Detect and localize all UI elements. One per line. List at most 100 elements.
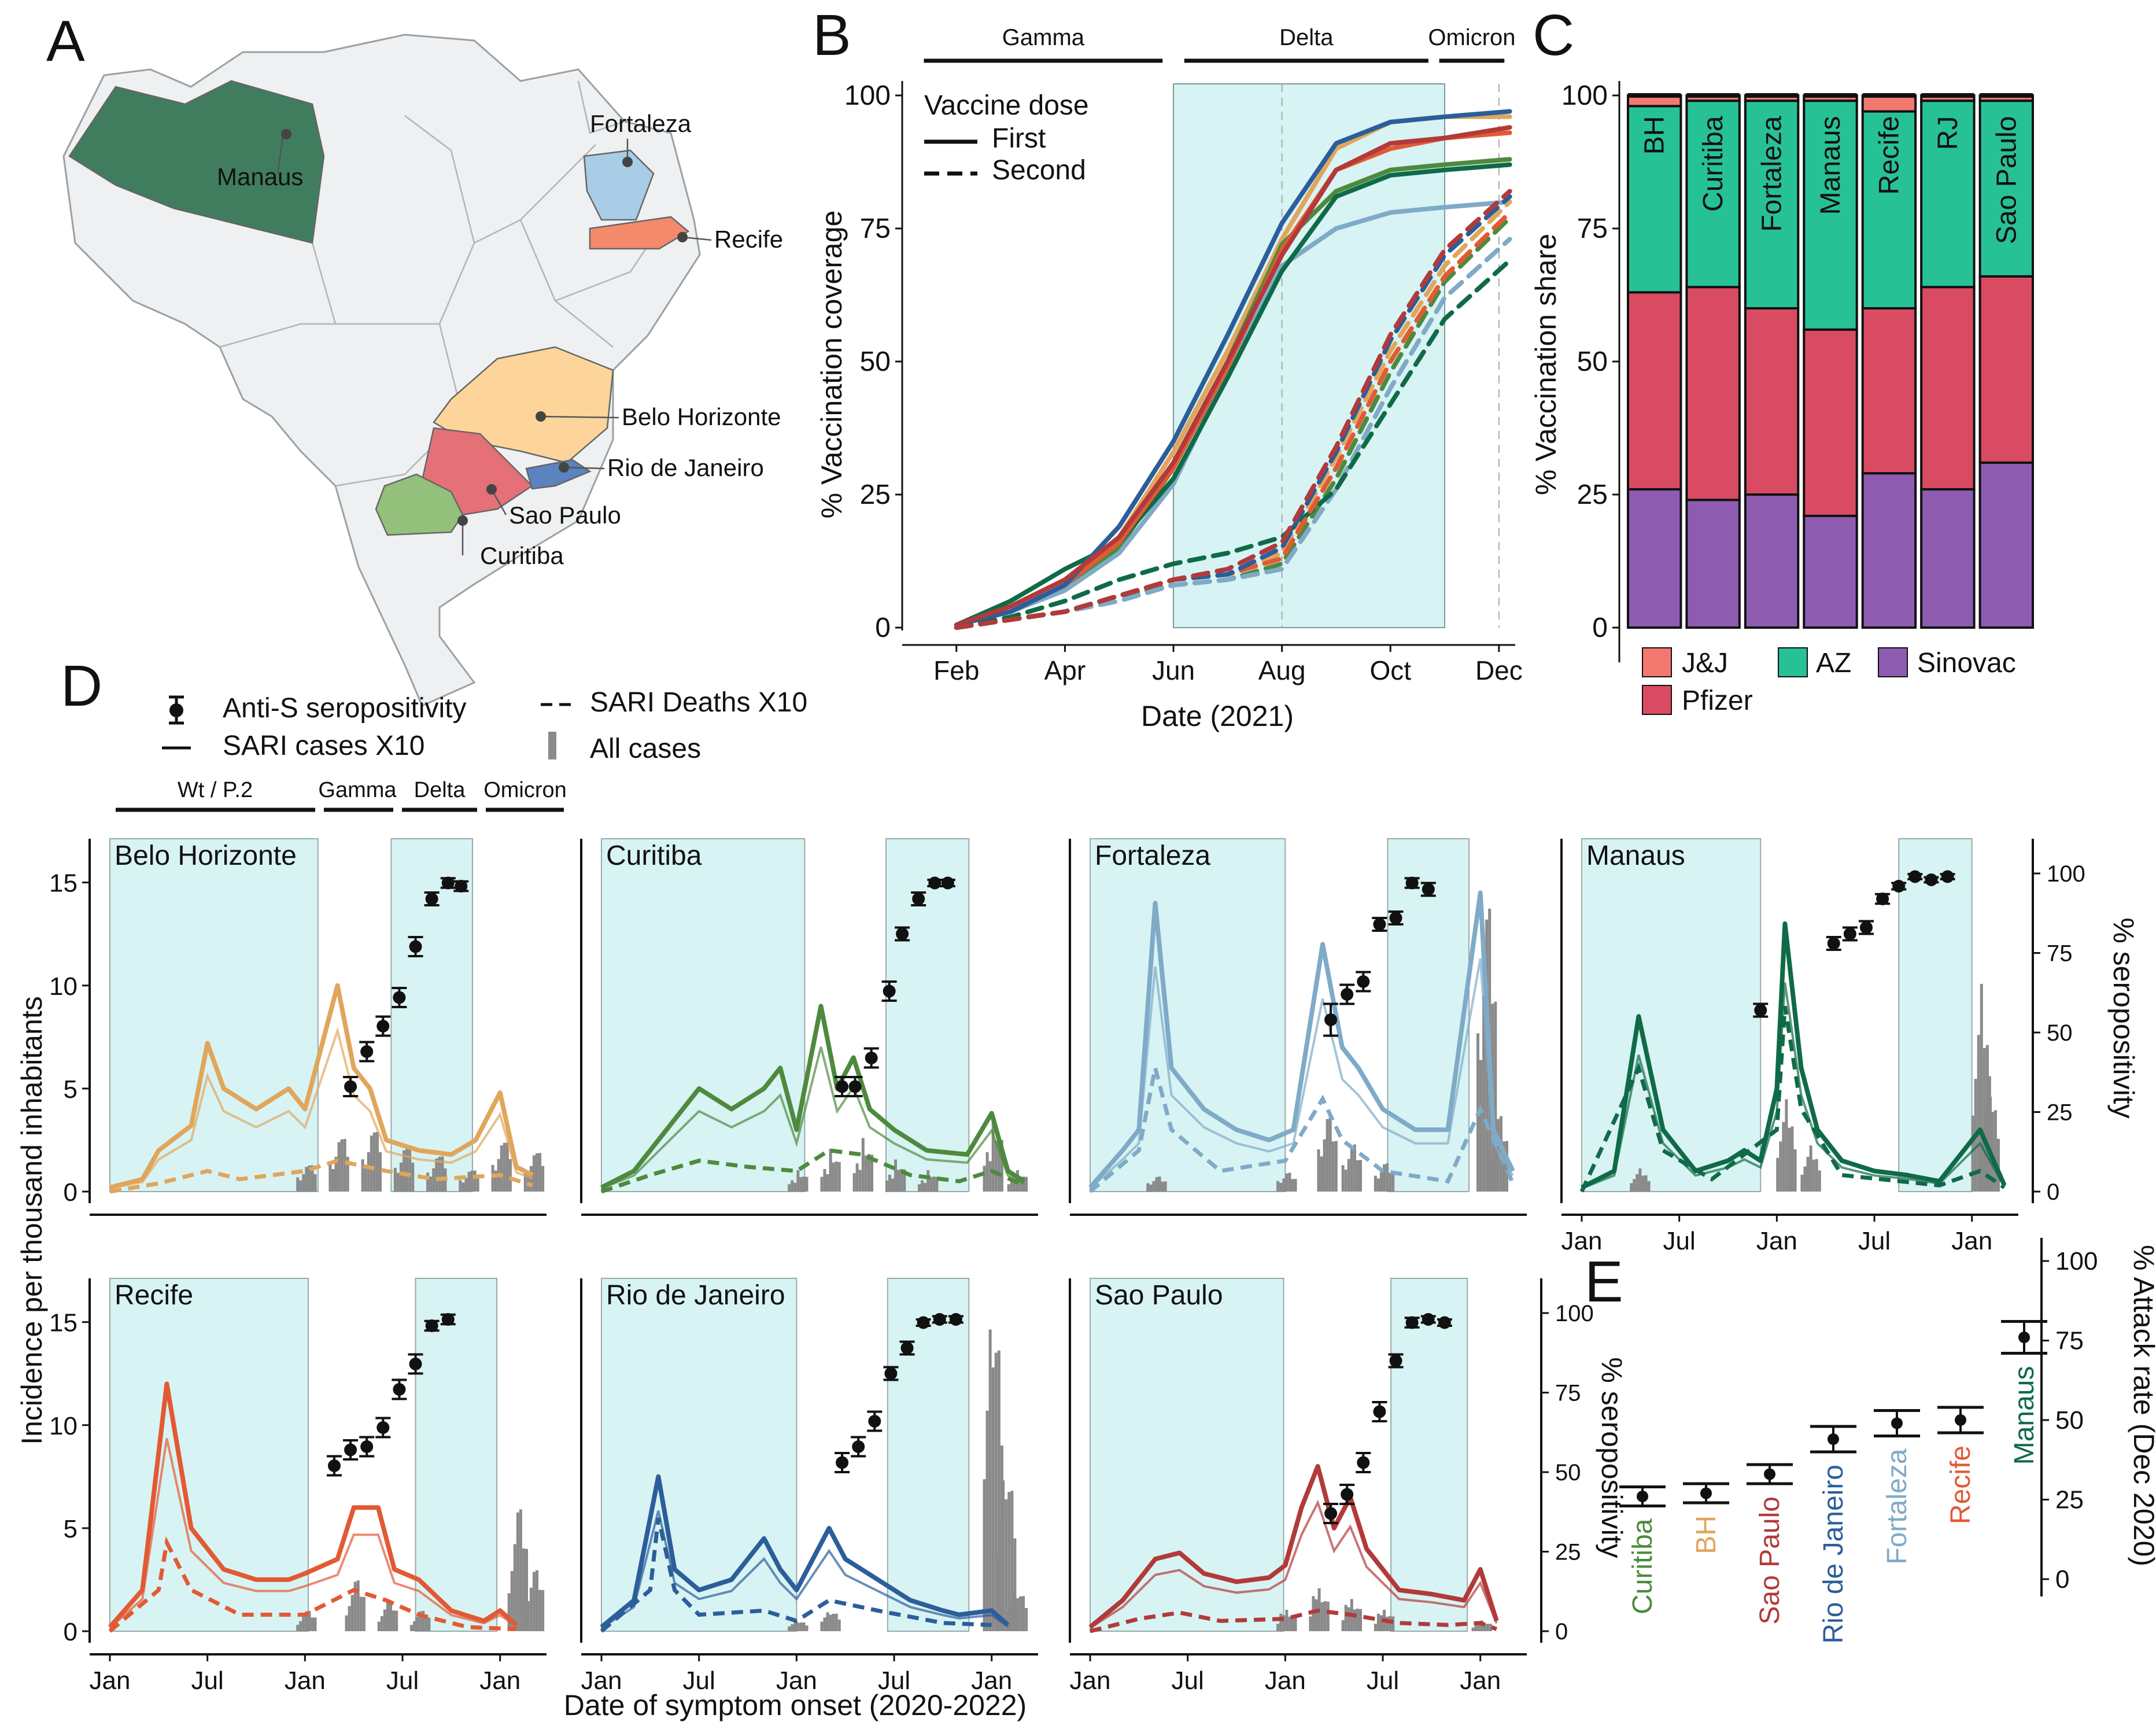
d-case-bar [1158, 1176, 1161, 1192]
d-x-tick-label: Jul [683, 1666, 715, 1695]
d-case-bar [308, 1610, 311, 1631]
d-case-bar [305, 1611, 308, 1631]
d-sero-point [1754, 1004, 1767, 1017]
d-x-tick-label: Jan [1561, 1227, 1603, 1255]
state-borders [219, 80, 666, 487]
d-case-bar [523, 1170, 527, 1192]
d-case-bar [308, 1165, 311, 1192]
d-sero-point [852, 1440, 865, 1453]
d-case-bar [422, 1610, 425, 1631]
d-case-bar [1633, 1179, 1636, 1192]
b-y-tick-label: 100 [844, 80, 891, 111]
d-case-bar [1279, 1182, 1283, 1192]
d-case-bar [1376, 1178, 1380, 1192]
d-case-bar [1991, 1112, 1994, 1192]
d-sero-point [1405, 1316, 1419, 1329]
d-y-tick-label: 0 [64, 1618, 77, 1646]
d-case-bar [903, 1169, 906, 1192]
legend-pfizer: Pfizer [1682, 685, 1753, 716]
d-case-bar [503, 1142, 506, 1192]
e-point [1828, 1433, 1839, 1445]
d-case-bar [921, 1180, 924, 1192]
d-case-bar [802, 1622, 806, 1631]
d-case-bar [473, 1170, 477, 1192]
d-case-bar [346, 1156, 349, 1192]
d-case-bar [529, 1587, 533, 1631]
d-case-bar [897, 1170, 900, 1192]
d-sero-point [912, 893, 925, 905]
d-case-bar [1358, 1609, 1362, 1631]
d-case-bar [1294, 1179, 1297, 1192]
d-case-bar [788, 1184, 791, 1192]
d-case-bar [1356, 1609, 1359, 1631]
d-y-tick-label: 5 [64, 1515, 77, 1543]
d-case-bar [464, 1177, 468, 1192]
d-case-bar [313, 1617, 317, 1631]
c-bar-Pfizer [1978, 275, 2035, 464]
d-case-bar [1812, 1159, 1815, 1192]
map-city-dots [281, 129, 688, 526]
d-case-bar [386, 1601, 389, 1631]
d-legend: Anti-S seropositivity SARI cases X10 SAR… [162, 687, 807, 764]
d-case-bar [299, 1621, 302, 1631]
d-case-bar [405, 1148, 409, 1192]
e-category-label: Curitiba [1627, 1518, 1658, 1614]
d-case-bar [835, 1613, 838, 1631]
city-label: Rio de Janeiro [607, 454, 764, 481]
d-case-bar [426, 1172, 430, 1192]
d-case-bar [302, 1174, 305, 1192]
d-case-bar [536, 1570, 539, 1631]
d-sero-point [1357, 1456, 1370, 1469]
d-case-bar [994, 1352, 998, 1631]
city-label: Sao Paulo [509, 502, 621, 529]
d-y-tick-label: 0 [64, 1178, 77, 1207]
d-case-bar [441, 1156, 444, 1192]
d-case-bar [1328, 1116, 1332, 1192]
d-case-bar [793, 1621, 797, 1631]
c-bar-AZ [1744, 99, 1800, 309]
d-case-bar [522, 1548, 525, 1631]
d-case-bar [411, 1162, 415, 1192]
d-case-bar [1010, 1603, 1013, 1631]
legend-sari-cases: SARI cases X10 [223, 731, 425, 761]
d-x-tick-label: Jan [1265, 1666, 1306, 1695]
d-case-bar [438, 1156, 441, 1192]
d-case-bar [799, 1177, 803, 1192]
d-shade [1898, 838, 1973, 1192]
c-bar-Sinovac [1978, 461, 2035, 629]
d-case-bar [389, 1601, 392, 1631]
c-bar-Sinovac [1920, 488, 1976, 629]
d-case-bar [1013, 1593, 1016, 1631]
d-case-bar [997, 1139, 1001, 1192]
d-case-bar [1483, 1624, 1486, 1631]
d-y2-tick-label: 0 [1555, 1619, 1568, 1644]
d-case-bar [331, 1169, 335, 1192]
d-case-bar [1326, 1601, 1330, 1631]
d-case-bar [395, 1610, 398, 1631]
d-case-bar [983, 1166, 986, 1192]
d-case-bar [991, 1367, 995, 1631]
d-case-bar [345, 1615, 348, 1631]
d-case-bar [494, 1170, 497, 1192]
b-line-Manaus-first [954, 162, 1512, 628]
d-case-bar [526, 1601, 530, 1631]
d-x-tick-label: Jan [1460, 1666, 1501, 1695]
d-case-bar [419, 1611, 422, 1631]
d-case-bar [926, 1170, 930, 1192]
d-case-bar [353, 1581, 357, 1631]
d-case-bar [1323, 1139, 1326, 1192]
d-case-bar [1490, 1156, 1494, 1192]
b-variant-label: Gamma [1002, 25, 1085, 50]
c-y-tick-label: 100 [1561, 80, 1608, 111]
d-sero-point [884, 1367, 898, 1380]
d-shade [1387, 838, 1470, 1192]
d-case-bar [424, 1617, 428, 1631]
d-case-bar [476, 1177, 479, 1192]
d-sero-point [868, 1415, 881, 1428]
d-case-bar [532, 1155, 536, 1192]
d-case-bar [305, 1167, 308, 1192]
legend-sinovac: Sinovac [1917, 648, 2016, 679]
d-case-bar [1374, 1175, 1377, 1192]
d-sero-point [1324, 1507, 1338, 1520]
legend-swatch-pfizer [1642, 685, 1672, 715]
